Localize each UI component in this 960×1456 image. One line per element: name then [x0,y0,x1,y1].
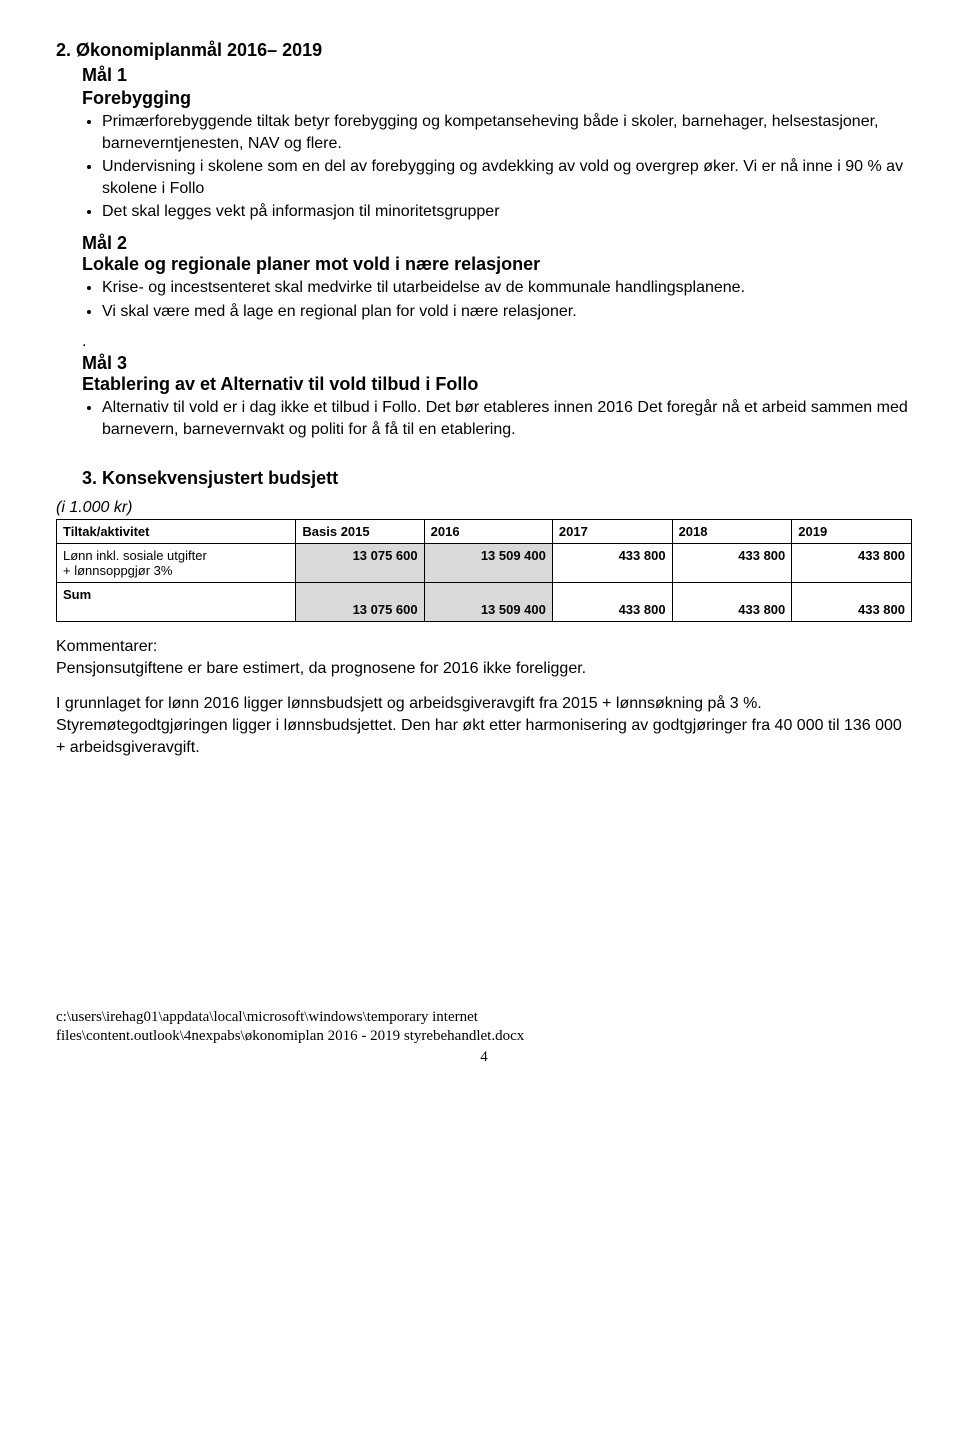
list-item: Undervisning i skolene som en del av for… [102,156,912,199]
list-item: Krise- og incestsenteret skal medvirke t… [102,277,912,299]
col-2016: 2016 [424,520,552,544]
col-2018: 2018 [672,520,792,544]
mal-1-title: Mål 1 [82,65,912,86]
table-row-sum: Sum 13 075 600 13 509 400 433 800 433 80… [57,583,912,622]
sum-2017: 433 800 [552,583,672,622]
section-2-heading: 2. Økonomiplanmål 2016– 2019 [56,40,912,61]
mal-1-block: Mål 1 Forebygging Primærforebyggende til… [56,65,912,223]
sum-2019: 433 800 [792,583,912,622]
sum-basis: 13 075 600 [296,583,424,622]
mal-2-subtitle: Lokale og regionale planer mot vold i næ… [82,254,912,275]
budget-table: Tiltak/aktivitet Basis 2015 2016 2017 20… [56,519,912,622]
currency-note: (i 1.000 kr) [56,499,912,517]
kommentarer-p3: Styremøtegodtgjøringen ligger i lønnsbud… [56,715,912,758]
section-2: 2. Økonomiplanmål 2016– 2019 Mål 1 Foreb… [56,40,912,440]
list-item: Det skal legges vekt på informasjon til … [102,201,912,223]
stray-dot: . [82,332,912,353]
footer-path-line1: c:\users\irehag01\appdata\local\microsof… [56,1008,912,1027]
col-2019: 2019 [792,520,912,544]
kommentarer-p1: Pensjonsutgiftene er bare estimert, da p… [56,660,586,677]
table-row: Lønn inkl. sosiale utgifter + lønnsoppgj… [57,544,912,583]
cell-2019: 433 800 [792,544,912,583]
mal-3-subtitle: Etablering av et Alternativ til vold til… [82,374,912,395]
cell-2016: 13 509 400 [424,544,552,583]
table-header-row: Tiltak/aktivitet Basis 2015 2016 2017 20… [57,520,912,544]
sum-text: Sum [63,587,91,602]
page-number: 4 [56,1048,912,1067]
col-basis-2015: Basis 2015 [296,520,424,544]
cell-2018: 433 800 [672,544,792,583]
page-footer: c:\users\irehag01\appdata\local\microsof… [56,1008,912,1066]
cell-2017: 433 800 [552,544,672,583]
col-2017: 2017 [552,520,672,544]
mal-3-block: Mål 3 Etablering av et Alternativ til vo… [56,353,912,440]
section-3: 3. Konsekvensjustert budsjett (i 1.000 k… [56,468,912,758]
kommentarer-block: Kommentarer: Pensjonsutgiftene er bare e… [56,636,912,758]
kommentarer-title: Kommentarer: [56,638,157,655]
list-item: Vi skal være med å lage en regional plan… [102,301,912,323]
section-3-heading: 3. Konsekvensjustert budsjett [82,468,912,489]
col-activity: Tiltak/aktivitet [57,520,296,544]
sum-2018: 433 800 [672,583,792,622]
mal-2-bullets: Krise- og incestsenteret skal medvirke t… [56,277,912,322]
row-lonn-line1: Lønn inkl. sosiale utgifter [63,548,207,563]
mal-1-bullets: Primærforebyggende tiltak betyr forebygg… [56,111,912,223]
sum-2016: 13 509 400 [424,583,552,622]
mal-2-block: Mål 2 Lokale og regionale planer mot vol… [56,233,912,322]
mal-1-subtitle: Forebygging [82,88,912,109]
cell-basis: 13 075 600 [296,544,424,583]
mal-3-title: Mål 3 [82,353,912,374]
kommentarer-p2: I grunnlaget for lønn 2016 ligger lønnsb… [56,693,912,715]
mal-2-title: Mål 2 [82,233,912,254]
mal-3-bullets: Alternativ til vold er i dag ikke et til… [56,397,912,440]
row-sum-label: Sum [57,583,296,622]
row-lonn-label: Lønn inkl. sosiale utgifter + lønnsoppgj… [57,544,296,583]
footer-path-line2: files\content.outlook\4nexpabs\økonomipl… [56,1027,912,1046]
list-item: Primærforebyggende tiltak betyr forebygg… [102,111,912,154]
row-lonn-line2: + lønnsoppgjør 3% [63,563,172,578]
list-item: Alternativ til vold er i dag ikke et til… [102,397,912,440]
